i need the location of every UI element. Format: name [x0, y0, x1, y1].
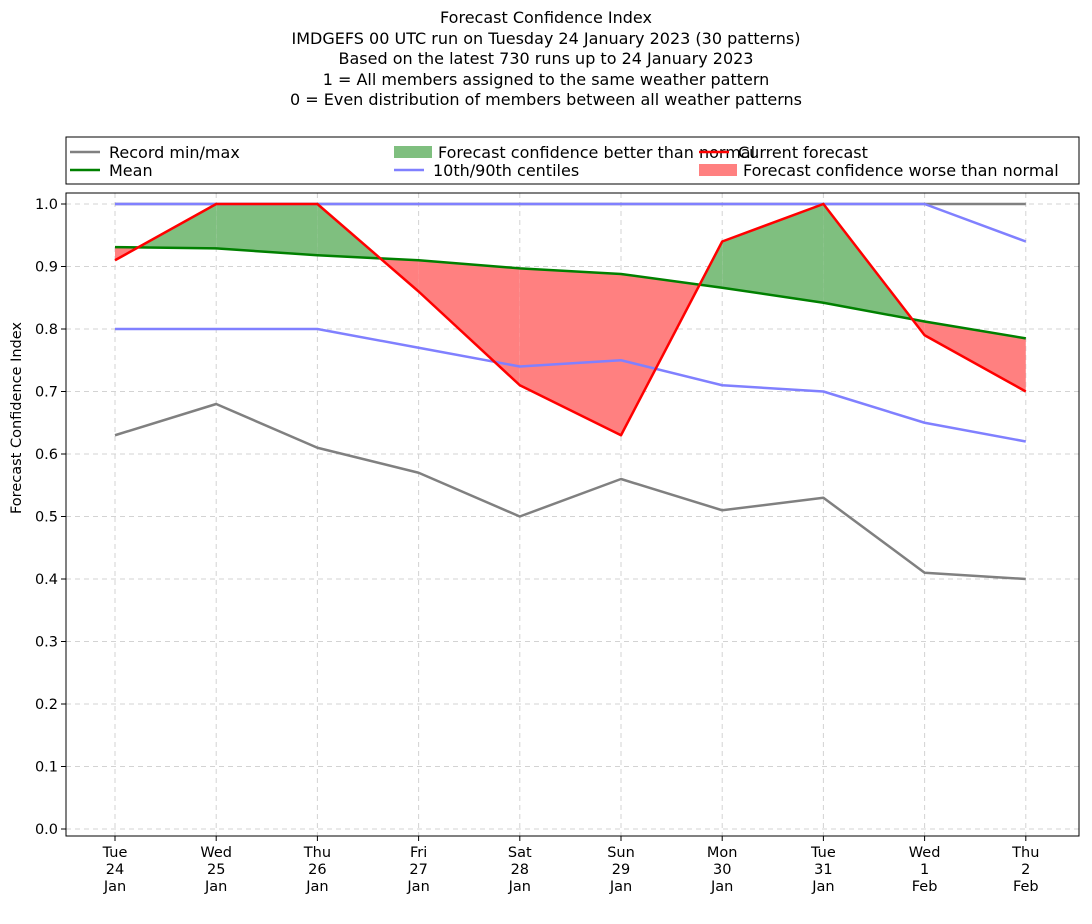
legend-label-2: Forecast confidence better than normal	[438, 143, 755, 162]
x-tick-label-3-2: Jan	[406, 879, 429, 895]
x-tick-label-1-0: Wed	[200, 845, 232, 861]
y-tick-label-9: 0.9	[35, 260, 58, 276]
y-tick-label-4: 0.4	[35, 572, 58, 588]
title-line-3: Based on the latest 730 runs up to 24 Ja…	[338, 49, 754, 68]
x-tick-label-1-1: 25	[207, 862, 225, 878]
chart-title: Forecast Confidence Index IMDGEFS 00 UTC…	[0, 8, 1092, 111]
y-tick-label-8: 0.8	[35, 322, 58, 338]
title-line-1: Forecast Confidence Index	[440, 8, 652, 27]
series-lines	[114, 202, 1027, 581]
x-tick-label-9-2: Feb	[1013, 879, 1039, 895]
x-tick-label-5-0: Sun	[607, 845, 635, 861]
x-tick-label-9-1: 2	[1021, 862, 1030, 878]
x-tick-label-7-2: Jan	[811, 879, 834, 895]
x-tick-label-4-1: 28	[511, 862, 529, 878]
x-tick-label-4-0: Sat	[508, 845, 532, 861]
x-tick-label-2-2: Jan	[305, 879, 328, 895]
x-tick-label-7-1: 31	[814, 862, 832, 878]
fill-better-than-normal	[722, 204, 824, 303]
x-tick-label-1-2: Jan	[204, 879, 227, 895]
y-tick-label-6: 0.6	[35, 447, 58, 463]
legend-label-1: Mean	[109, 161, 153, 180]
x-tick-label-7-0: Tue	[810, 845, 836, 861]
x-tick-label-5-2: Jan	[609, 879, 632, 895]
x-tick-label-6-2: Jan	[710, 879, 733, 895]
x-tick-label-8-2: Feb	[912, 879, 938, 895]
legend-label-5: Forecast confidence worse than normal	[743, 161, 1059, 180]
legend-label-3: 10th/90th centiles	[433, 161, 579, 180]
plot-frame	[65, 192, 1080, 837]
x-tick-label-9-0: Thu	[1011, 845, 1039, 861]
x-axis: Tue24JanWed25JanThu26JanFri27JanSat28Jan…	[102, 836, 1039, 895]
y-tick-label-5: 0.5	[35, 510, 58, 526]
current-forecast-line	[114, 202, 1027, 437]
centile-10th-line	[115, 327, 1027, 443]
x-tick-label-0-1: 24	[106, 862, 124, 878]
x-tick-label-5-1: 29	[612, 862, 630, 878]
y-tick-label-10: 1.0	[35, 197, 58, 213]
title-line-4: 1 = All members assigned to the same wea…	[322, 69, 770, 89]
legend-swatch-fill-5	[699, 164, 737, 176]
fill-better-than-normal	[216, 204, 318, 256]
fill-worse-than-normal	[924, 321, 1026, 392]
mean-line	[114, 245, 1027, 340]
y-tick-label-2: 0.2	[35, 697, 58, 713]
legend-swatch-fill-2	[394, 146, 432, 158]
x-tick-label-6-0: Mon	[707, 845, 738, 861]
x-tick-label-2-0: Thu	[303, 845, 331, 861]
x-tick-label-6-1: 30	[713, 862, 731, 878]
y-axis: 0.0 0.1 0.2 0.3 0.4 0.5 0.6 0.7 0.8 0.9 1.0	[35, 197, 66, 838]
x-tick-label-8-1: 1	[920, 862, 929, 878]
title-line-5: 0 = Even distribution of members between…	[289, 90, 803, 109]
x-tick-label-8-0: Wed	[909, 845, 941, 861]
x-tick-label-3-0: Fri	[410, 845, 427, 861]
y-tick-label-1: 0.1	[35, 760, 58, 776]
x-tick-label-2-1: 26	[308, 862, 326, 878]
record-min-line	[114, 402, 1026, 581]
y-tick-label-3: 0.3	[35, 635, 58, 651]
y-tick-label-0: 0.0	[35, 822, 58, 838]
x-tick-label-0-2: Jan	[103, 879, 126, 895]
y-axis-label: Forecast Confidence Index	[9, 322, 25, 514]
legend-box	[65, 136, 1080, 185]
title-line-2: IMDGEFS 00 UTC run on Tuesday 24 January…	[291, 28, 801, 48]
fill-worse-than-normal	[519, 268, 621, 436]
legend-label-4: Current forecast	[738, 143, 868, 162]
confidence-fills	[115, 204, 1026, 436]
legend-label-0: Record min/max	[109, 143, 240, 162]
x-tick-label-3-1: 27	[409, 862, 427, 878]
fill-worse-than-normal	[418, 260, 520, 386]
x-tick-label-0-0: Tue	[102, 845, 128, 861]
x-tick-label-4-2: Jan	[508, 879, 531, 895]
y-tick-label-7: 0.7	[35, 385, 58, 401]
